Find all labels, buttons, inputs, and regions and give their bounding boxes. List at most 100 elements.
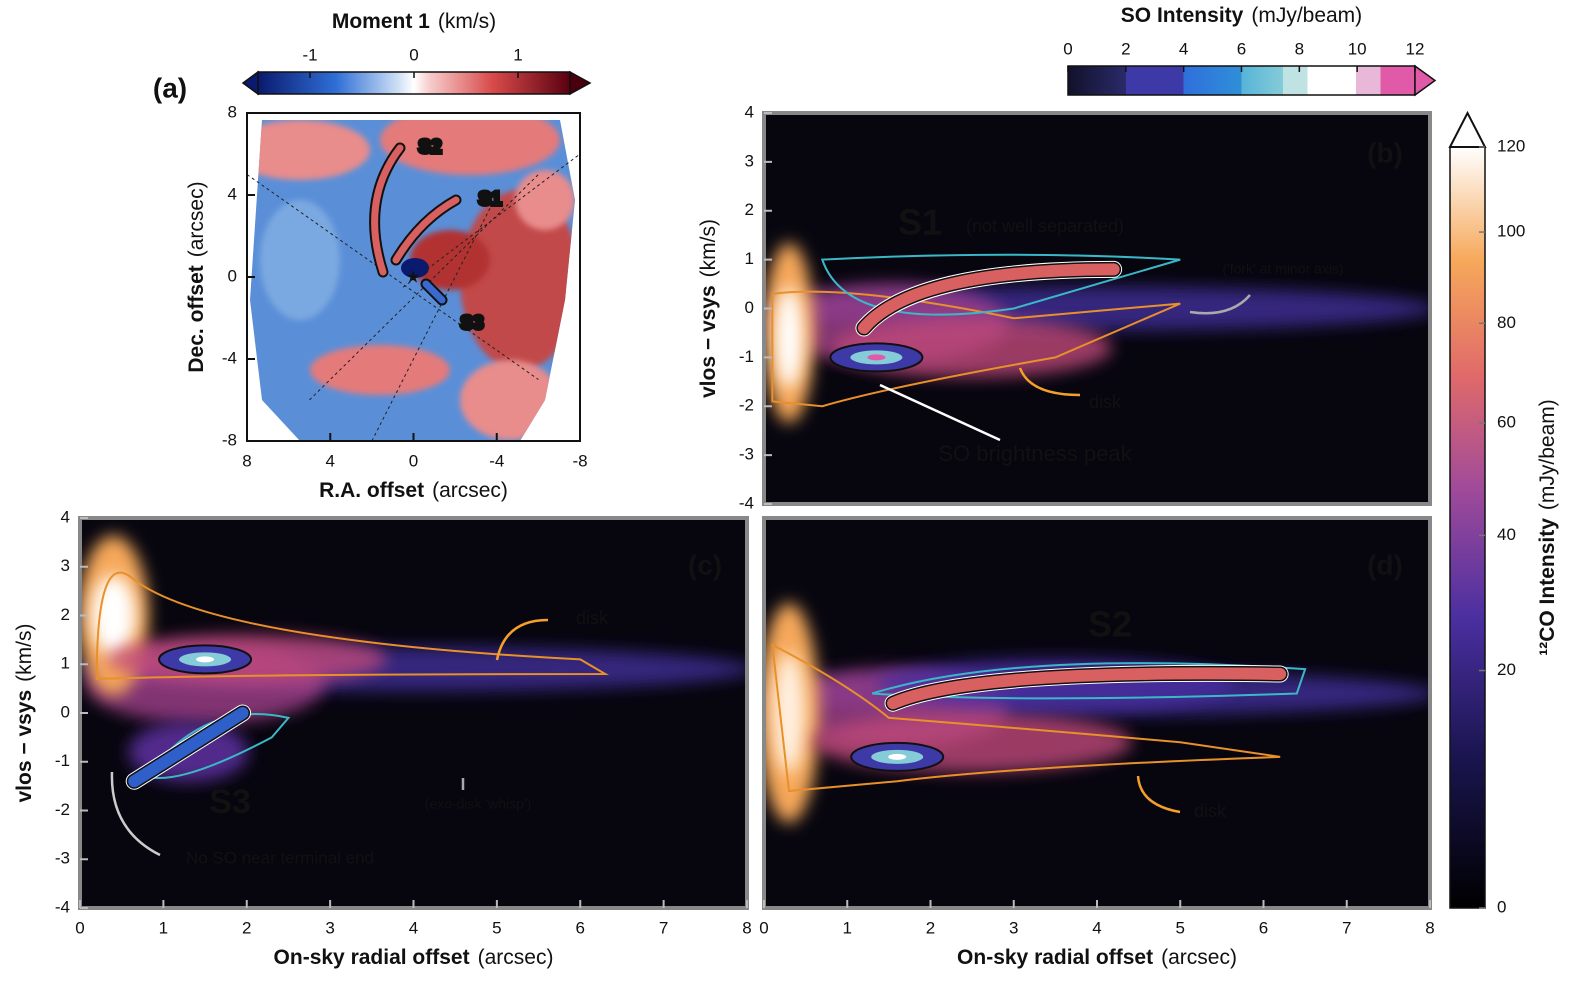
ylabel-unit: (arcsec) bbox=[185, 181, 208, 257]
axis-label: On-sky radial offset (arcsec) bbox=[274, 946, 554, 969]
disk-contour bbox=[95, 571, 609, 680]
y-tick-label: 1 bbox=[745, 249, 754, 268]
axis-guide bbox=[371, 194, 498, 442]
annotation: S1 bbox=[898, 202, 942, 243]
map-patch bbox=[515, 170, 575, 230]
streamer bbox=[392, 196, 460, 264]
y-tick-label: -2 bbox=[55, 800, 70, 819]
axis-label: vlos − vsys (km/s) bbox=[13, 624, 36, 803]
map-patch bbox=[260, 200, 340, 320]
colorbar-extend bbox=[1414, 64, 1437, 97]
y-tick-label: 4 bbox=[745, 102, 754, 121]
label-unit: (mJy/beam) bbox=[1251, 4, 1362, 27]
streamer bbox=[128, 707, 249, 788]
axis-label: ¹²CO Intensity (mJy/beam) bbox=[1536, 399, 1559, 656]
xlabel-unit: (arcsec) bbox=[478, 946, 554, 969]
x-tick-label: 8 bbox=[242, 451, 251, 470]
x-tick-label: 2 bbox=[242, 918, 251, 937]
colorbar-extend bbox=[569, 70, 592, 96]
streamer bbox=[422, 280, 446, 304]
axis-guide bbox=[246, 174, 539, 380]
colorbar-tick-label: 60 bbox=[1497, 413, 1516, 432]
xlabel-text: On-sky radial offset bbox=[274, 946, 470, 969]
colorbar-tick-label: 0 bbox=[1497, 897, 1506, 916]
label-text: Moment 1 bbox=[332, 10, 430, 33]
ylabel-unit: (km/s) bbox=[697, 219, 720, 277]
map-patch bbox=[460, 360, 560, 440]
y-tick-label: 3 bbox=[745, 151, 754, 170]
image-content bbox=[80, 518, 747, 908]
y-tick-label: 0 bbox=[228, 266, 237, 285]
y-tick-label: -1 bbox=[739, 347, 754, 366]
emission bbox=[91, 575, 136, 656]
panel-label: (b) bbox=[1367, 137, 1403, 168]
axis-guide bbox=[402, 153, 581, 288]
x-tick-label: -8 bbox=[572, 451, 587, 470]
x-tick-label: 7 bbox=[1342, 918, 1351, 937]
so-emission bbox=[196, 656, 215, 663]
colorbar-tick-label: -1 bbox=[302, 45, 317, 64]
x-tick-label: 2 bbox=[926, 918, 935, 937]
arrow bbox=[495, 618, 549, 661]
annotation: disk bbox=[576, 608, 609, 628]
y-tick-label: -1 bbox=[55, 751, 70, 770]
map-patch bbox=[460, 190, 575, 370]
streamer bbox=[857, 263, 1120, 335]
map-patch bbox=[250, 120, 370, 180]
colorbar-extend bbox=[1448, 110, 1487, 148]
arrow bbox=[110, 771, 161, 857]
x-tick-label: -4 bbox=[489, 451, 504, 470]
y-tick-label: -8 bbox=[222, 430, 237, 449]
x-tick-label: 4 bbox=[326, 451, 335, 470]
y-tick-label: 2 bbox=[61, 605, 70, 624]
axis-label: On-sky radial offset (arcsec) bbox=[957, 946, 1237, 969]
y-tick-label: -3 bbox=[55, 849, 70, 868]
image-content bbox=[764, 518, 1430, 908]
x-tick-label: 1 bbox=[159, 918, 168, 937]
x-tick-label: 4 bbox=[1092, 918, 1101, 937]
annotation: (not well separated) bbox=[966, 216, 1124, 236]
y-tick-label: 1 bbox=[61, 654, 70, 673]
annotation: (exo-disk 'whisp') bbox=[425, 796, 531, 812]
xlabel-text: R.A. offset bbox=[319, 479, 424, 502]
colorbar bbox=[1449, 146, 1486, 909]
x-tick-label: 5 bbox=[1176, 918, 1185, 937]
ylabel-unit: (km/s) bbox=[13, 624, 36, 682]
y-tick-label: 4 bbox=[228, 184, 237, 203]
x-tick-label: 0 bbox=[75, 918, 84, 937]
colorbar-tick-label: 0 bbox=[1063, 39, 1072, 58]
streamer-contour bbox=[145, 712, 291, 779]
ylabel-text: Dec. offset bbox=[185, 265, 208, 372]
x-tick-label: 8 bbox=[1425, 918, 1434, 937]
axis-label: SO Intensity (mJy/beam) bbox=[1121, 4, 1362, 27]
annotation: S1 bbox=[478, 189, 502, 210]
y-tick-label: 8 bbox=[228, 102, 237, 121]
panel-label: (c) bbox=[688, 549, 722, 580]
y-tick-label: 0 bbox=[745, 298, 754, 317]
annotation: S3 bbox=[460, 313, 483, 334]
colorbar-extend bbox=[241, 70, 259, 96]
colorbar-tick-label: 100 bbox=[1497, 222, 1525, 241]
annotation: S2 bbox=[418, 137, 441, 158]
annotation: No SO near terminal end bbox=[186, 848, 374, 867]
x-tick-label: 5 bbox=[492, 918, 501, 937]
y-tick-label: -4 bbox=[739, 493, 754, 512]
y-tick-label: 3 bbox=[61, 556, 70, 575]
panel-label: (a) bbox=[153, 72, 187, 103]
x-tick-label: 3 bbox=[1009, 918, 1018, 937]
colorbar-tick-label: 0 bbox=[409, 45, 418, 64]
colorbar-tick-label: 6 bbox=[1237, 39, 1246, 58]
streamer bbox=[887, 667, 1287, 710]
ylabel-text: vlos − vsys bbox=[697, 285, 720, 398]
emission bbox=[772, 653, 805, 773]
axis-label: vlos − vsys (km/s) bbox=[697, 219, 720, 398]
arrow bbox=[1136, 775, 1181, 814]
label-unit: (km/s) bbox=[438, 10, 496, 33]
y-tick-label: -3 bbox=[739, 445, 754, 464]
star: ★ bbox=[405, 267, 420, 286]
image-content bbox=[764, 113, 1430, 504]
colorbar-tick-label: 40 bbox=[1497, 525, 1516, 544]
label-unit: (mJy/beam) bbox=[1536, 399, 1559, 510]
